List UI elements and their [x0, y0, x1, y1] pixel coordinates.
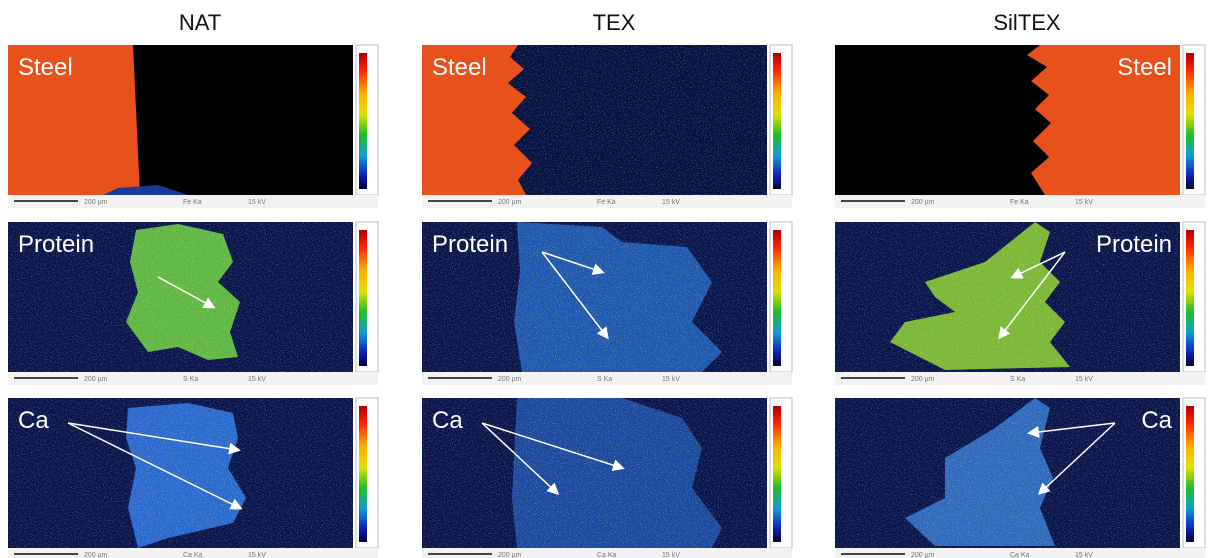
scale-text: 200 µm — [498, 199, 522, 206]
scale-text: 200 µm — [498, 552, 522, 558]
map-panel: 200 µm S Ka 15 kV Protein — [8, 222, 378, 385]
scale-text: 200 µm — [911, 552, 935, 558]
figure: NAT 200 µm Fe Ka 15 kV Steel 200 µm S Ka 15 kV P… — [0, 0, 1208, 558]
map-panel: 200 µm Fe Ka 15 kV Steel — [835, 45, 1205, 208]
colorbar — [359, 230, 367, 366]
panel-label: Ca — [18, 407, 49, 434]
element-line: Ca Ka — [597, 552, 617, 558]
map-panel: 200 µm Ca Ka 15 kV Ca — [8, 398, 378, 558]
scale-text: 200 µm — [84, 199, 108, 206]
element-map — [422, 398, 767, 548]
map-panel: 200 µm S Ka 15 kV Protein — [835, 222, 1205, 385]
colorbar — [773, 406, 781, 542]
voltage: 15 kV — [248, 199, 266, 206]
voltage: 15 kV — [662, 552, 680, 558]
element-line: Fe Ka — [597, 199, 616, 206]
panel-label: Steel — [1117, 54, 1172, 81]
panel-label: Steel — [18, 54, 73, 81]
element-map — [835, 398, 1180, 548]
voltage: 15 kV — [1075, 552, 1093, 558]
element-line: S Ka — [183, 376, 198, 383]
panel-label: Ca — [432, 407, 463, 434]
voltage: 15 kV — [662, 376, 680, 383]
colorbar — [359, 406, 367, 542]
element-map — [8, 398, 353, 548]
colorbar — [1186, 230, 1194, 366]
scale-text: 200 µm — [498, 376, 522, 383]
column-title: NAT — [179, 10, 221, 35]
voltage: 15 kV — [662, 199, 680, 206]
panel-label: Protein — [18, 231, 94, 258]
element-line: Fe Ka — [1010, 199, 1029, 206]
panel-label: Ca — [1141, 407, 1172, 434]
element-line: Ca Ka — [183, 552, 203, 558]
map-panel: 200 µm Fe Ka 15 kV Steel — [8, 45, 378, 208]
map-panel: 200 µm Ca Ka 15 kV Ca — [835, 398, 1205, 558]
element-line: Fe Ka — [183, 199, 202, 206]
element-line: S Ka — [597, 376, 612, 383]
element-line: S Ka — [1010, 376, 1025, 383]
colorbar — [1186, 406, 1194, 542]
panel-label: Protein — [432, 231, 508, 258]
scale-text: 200 µm — [911, 376, 935, 383]
voltage: 15 kV — [248, 552, 266, 558]
colorbar — [773, 230, 781, 366]
panel-label: Steel — [432, 54, 487, 81]
scale-text: 200 µm — [911, 199, 935, 206]
voltage: 15 kV — [1075, 376, 1093, 383]
map-panel: 200 µm Ca Ka 15 kV Ca — [422, 398, 792, 558]
scale-text: 200 µm — [84, 552, 108, 558]
colorbar — [773, 53, 781, 189]
scale-text: 200 µm — [84, 376, 108, 383]
element-line: Ca Ka — [1010, 552, 1030, 558]
column-title: TEX — [593, 10, 636, 35]
voltage: 15 kV — [248, 376, 266, 383]
voltage: 15 kV — [1075, 199, 1093, 206]
colorbar — [1186, 53, 1194, 189]
panel-label: Protein — [1096, 231, 1172, 258]
map-panel: 200 µm S Ka 15 kV Protein — [422, 222, 792, 385]
colorbar — [359, 53, 367, 189]
column-title: SilTEX — [993, 10, 1061, 35]
map-panel: 200 µm Fe Ka 15 kV Steel — [422, 45, 792, 208]
